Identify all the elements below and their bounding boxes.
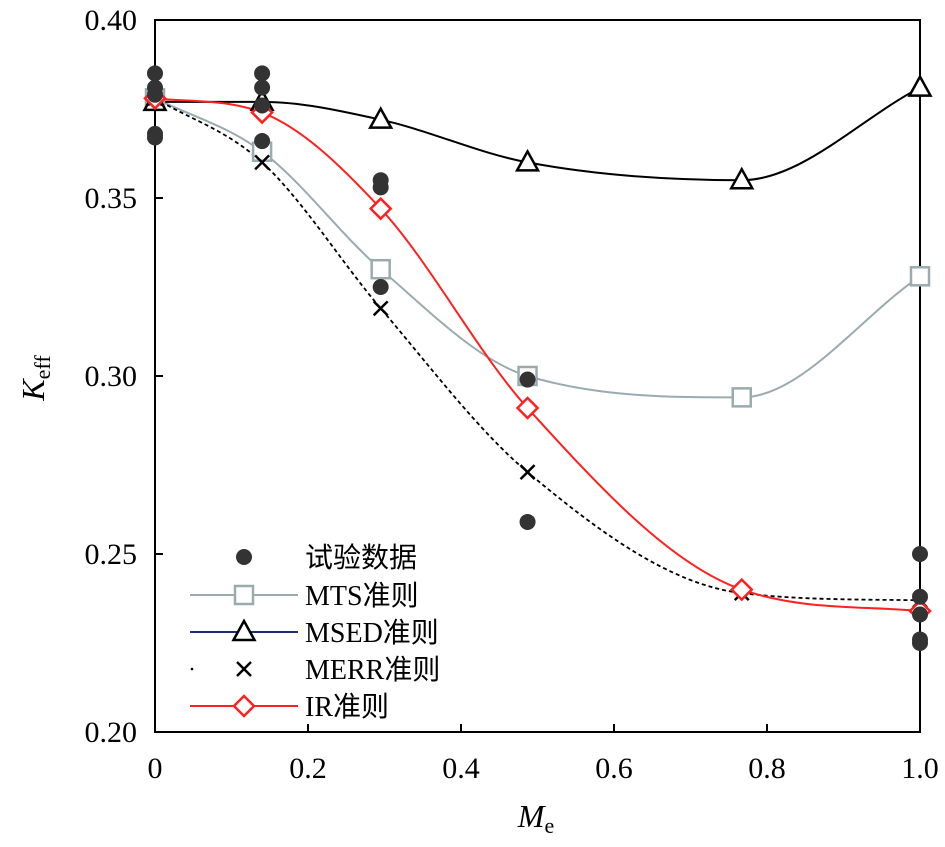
experimental-point: [254, 97, 271, 114]
series-3-marker: [254, 154, 270, 171]
series-2-marker: [514, 148, 541, 172]
series-2-marker: [729, 166, 755, 190]
y-tick-label: 0.25: [85, 538, 138, 571]
series-4-marker: [729, 577, 754, 602]
experimental-point: [254, 79, 271, 96]
legend-label: MERR准则: [305, 654, 440, 686]
experimental-point: [372, 179, 389, 196]
experimental-point: [254, 133, 271, 150]
x-tick-label: 0.2: [289, 752, 327, 785]
y-tick-label: 0.30: [85, 360, 138, 393]
series-1-marker: [731, 387, 753, 408]
experimental-point: [254, 65, 271, 82]
x-tick-label: 1.0: [901, 752, 939, 785]
series-3-marker: [372, 300, 389, 317]
experimental-point: [912, 606, 928, 623]
series-line-4: [154, 97, 921, 612]
series-markers: [142, 74, 933, 623]
legend-line-3: [190, 667, 194, 671]
x-marker-stroke: [372, 300, 389, 317]
legend-label: MTS准则: [305, 580, 419, 612]
experimental-points: [147, 65, 928, 651]
series-curves: [154, 86, 921, 612]
legend-experimental-marker: [236, 549, 252, 565]
x-marker-stroke: [254, 154, 270, 171]
x-axis-title: Me: [517, 798, 554, 838]
experimental-point: [519, 371, 536, 388]
x-tick-label: 0.4: [442, 752, 480, 785]
experimental-point: [912, 546, 928, 562]
legend-label: MSED准则: [305, 617, 439, 649]
experimental-point: [147, 129, 163, 146]
experimental-point: [147, 86, 163, 103]
legend-marker-1: [233, 584, 255, 606]
legend-label: 试验数据: [305, 542, 417, 574]
x-tick-label: 0.6: [595, 752, 633, 785]
legend-label: IR准则: [305, 691, 389, 723]
legend-marker-4: [232, 694, 256, 718]
experimental-point: [912, 635, 928, 651]
legend: 试验数据 MTS准则 MSED准则 MERR准则 IR准则: [190, 542, 440, 723]
series-line-2: [155, 86, 921, 182]
series-1-marker: [909, 266, 931, 287]
series-3-marker: [519, 464, 536, 481]
x-marker-stroke: [519, 464, 536, 481]
axis-ticks: 0 0.2 0.4 0.6 0.8 1.0 0.20 0.25 0.30 0.35 0.40: [85, 4, 939, 785]
series-1-marker: [370, 258, 391, 280]
x-tick-label: 0.8: [748, 752, 786, 785]
series-4-marker: [515, 396, 540, 420]
y-tick-label: 0.20: [85, 716, 138, 749]
series-4-marker: [368, 196, 393, 221]
series-2-marker: [907, 74, 933, 97]
y-tick-label: 0.40: [85, 4, 138, 37]
series-line-3: [154, 97, 921, 602]
legend-marker-3: [236, 661, 252, 677]
experimental-point: [912, 588, 928, 605]
experimental-point: [147, 65, 163, 82]
series-2-marker: [368, 106, 394, 129]
x-tick-label: 0: [148, 752, 163, 785]
legend-marker-2: [231, 618, 257, 642]
y-axis-title: Keff: [15, 355, 55, 402]
experimental-point: [519, 513, 536, 530]
y-tick-label: 0.35: [85, 182, 138, 215]
x-marker-stroke: [236, 661, 252, 677]
experimental-point: [372, 279, 389, 295]
